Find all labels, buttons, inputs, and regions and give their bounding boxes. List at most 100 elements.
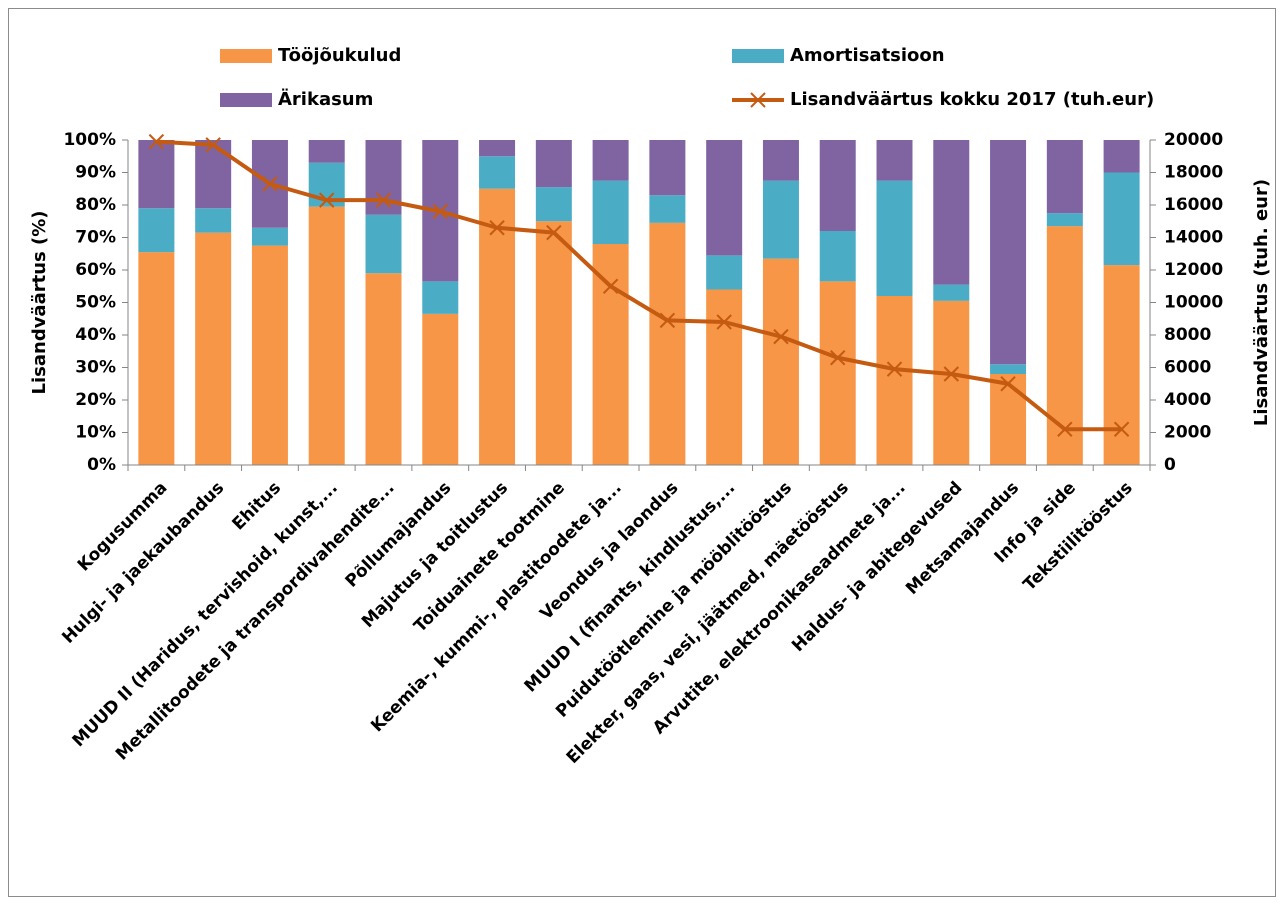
point-marker	[205, 137, 221, 153]
bar-arikasum	[138, 140, 175, 209]
y-tick-label: 40%	[75, 325, 116, 345]
y-tick-label: 30%	[75, 358, 116, 378]
bar-toojoukulud	[195, 232, 232, 465]
point-marker	[602, 278, 619, 294]
point-marker	[830, 350, 846, 366]
bars-group	[138, 140, 1140, 465]
legend-swatch	[220, 49, 272, 63]
line-point	[1000, 376, 1016, 392]
bar-toojoukulud	[1103, 265, 1140, 465]
bar-toojoukulud	[933, 300, 970, 465]
line-point	[546, 224, 562, 241]
bar-arikasum	[762, 140, 799, 181]
legend-swatch	[732, 49, 784, 63]
line-point	[830, 350, 846, 366]
y-axis-title: Lisandväärtus (%)	[29, 211, 50, 395]
bar-toojoukulud	[592, 244, 629, 465]
y2-tick-label: 18000	[1164, 163, 1223, 183]
bar-toojoukulud	[762, 258, 799, 465]
point-marker	[546, 224, 562, 241]
y-tick-label: 0%	[87, 455, 116, 475]
point-marker	[773, 328, 789, 345]
bar-toojoukulud	[1046, 226, 1083, 465]
line-point	[432, 203, 448, 220]
bar-arikasum	[195, 140, 232, 209]
line-point	[1057, 421, 1073, 437]
bar-amortisatsioon	[1046, 213, 1083, 227]
bar-arikasum	[819, 140, 856, 231]
line-point	[262, 176, 278, 192]
legend-item-arikasum: Ärikasum	[220, 88, 373, 110]
y-tick-label: 70%	[75, 228, 116, 248]
y2-tick-label: 14000	[1164, 228, 1223, 248]
point-marker	[262, 176, 278, 192]
y2-tick-label: 0	[1164, 455, 1176, 475]
line-point	[148, 133, 165, 150]
x-tick-label: Ehitus	[229, 478, 285, 534]
bar-arikasum	[933, 140, 970, 285]
y-tick-label: 20%	[75, 390, 116, 410]
bar-amortisatsioon	[535, 187, 572, 222]
line-point	[886, 361, 903, 377]
line-group	[148, 133, 1130, 437]
y2-tick-label: 2000	[1164, 423, 1211, 443]
bar-toojoukulud	[876, 296, 913, 465]
point-marker	[659, 312, 676, 329]
bar-amortisatsioon	[365, 214, 402, 274]
bar-amortisatsioon	[1103, 172, 1140, 266]
bar-amortisatsioon	[479, 156, 516, 189]
line-point	[205, 137, 221, 153]
bar-amortisatsioon	[592, 180, 629, 244]
legend-label: Tööjõukulud	[278, 45, 401, 66]
legend-label: Ärikasum	[278, 88, 373, 110]
bar-amortisatsioon	[933, 284, 970, 301]
bar-toojoukulud	[422, 313, 459, 465]
point-marker	[148, 133, 165, 150]
legend: Tööjõukulud Amortisatsioon Ärikasum Lisandv…	[220, 45, 1154, 110]
y2-tick-label: 6000	[1164, 358, 1211, 378]
line-point	[602, 278, 619, 294]
x-tick-label: Tekstiilitööstus	[1020, 478, 1137, 595]
bar-amortisatsioon	[195, 208, 232, 233]
line-point	[319, 192, 335, 208]
point-marker	[1113, 421, 1130, 437]
x-tick-label: MUUD I (finants, kindlustus,...	[521, 478, 740, 697]
bar-toojoukulud	[649, 222, 686, 465]
bar-amortisatsioon	[819, 231, 856, 282]
y2-tick-label: 4000	[1164, 390, 1211, 410]
bar-arikasum	[479, 140, 516, 157]
bar-arikasum	[876, 140, 913, 181]
bar-arikasum	[1103, 140, 1140, 173]
point-marker	[432, 203, 448, 220]
bar-toojoukulud	[308, 206, 345, 465]
bar-toojoukulud	[138, 252, 175, 465]
bar-toojoukulud	[479, 188, 516, 465]
x-tick-label: MUUD II (Haridus, tervishoid, kunst,...	[69, 478, 342, 751]
y-tick-label: 10%	[75, 423, 116, 443]
bar-toojoukulud	[990, 374, 1027, 465]
point-marker	[716, 314, 732, 330]
legend-swatch	[220, 93, 272, 107]
y-tick-label: 60%	[75, 260, 116, 280]
point-marker	[1057, 421, 1073, 437]
line-point	[943, 366, 959, 382]
bar-amortisatsioon	[706, 255, 743, 290]
point-marker	[319, 192, 335, 208]
bar-arikasum	[535, 140, 572, 188]
y2-tick-label: 16000	[1164, 195, 1223, 215]
bar-toojoukulud	[535, 221, 572, 465]
legend-item-lisandvaartus: Lisandväärtus kokku 2017 (tuh.eur)	[732, 89, 1154, 110]
bar-arikasum	[649, 140, 686, 196]
line-point	[375, 192, 392, 208]
legend-label: Lisandväärtus kokku 2017 (tuh.eur)	[790, 89, 1154, 110]
bar-arikasum	[706, 140, 743, 256]
bar-toojoukulud	[251, 245, 288, 465]
bar-amortisatsioon	[138, 208, 175, 253]
point-marker	[375, 192, 392, 208]
bar-amortisatsioon	[990, 364, 1027, 374]
legend-marker	[750, 92, 766, 108]
x-tick-label: Põllumajandus	[342, 478, 456, 592]
bar-toojoukulud	[819, 281, 856, 465]
y-tick-label: 80%	[75, 195, 116, 215]
